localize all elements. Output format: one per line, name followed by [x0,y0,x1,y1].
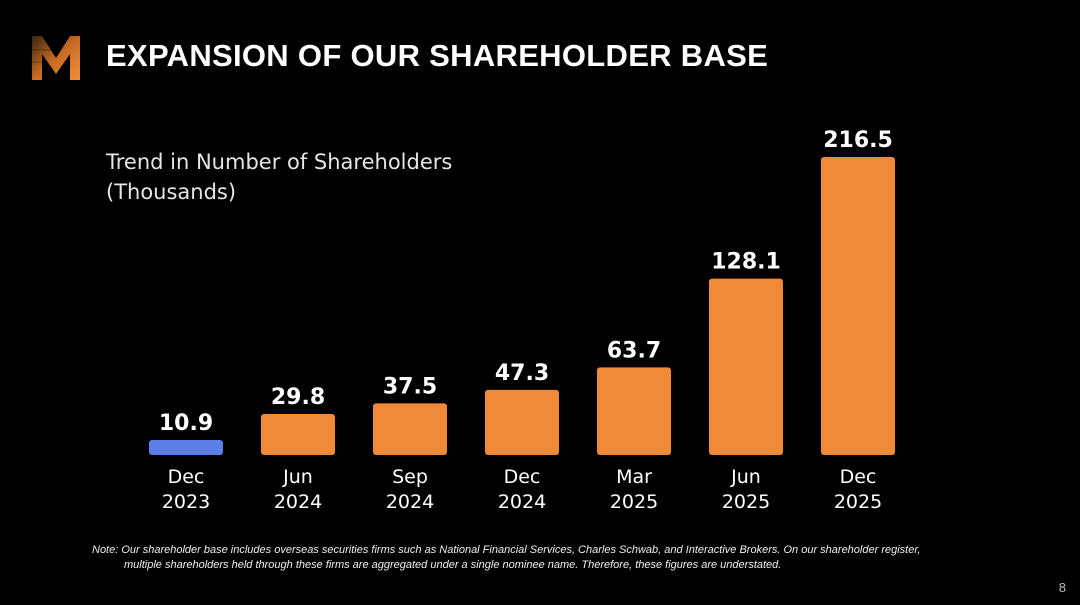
category-label-2-line1: Sep [392,466,428,488]
slide-title: EXPANSION OF OUR SHAREHOLDER BASE [106,38,769,73]
category-label-3-line1: Dec [504,466,541,488]
data-label-1: 29.8 [271,385,325,410]
m-logo-icon [32,36,80,80]
category-label-6-line2: 2025 [834,491,882,513]
data-label-4: 63.7 [607,338,661,363]
category-label-4-line1: Mar [616,466,652,488]
category-label-1-line2: 2024 [274,491,322,513]
chart-title-line1: Trend in Number of Shareholders [106,150,453,174]
data-label-5: 128.1 [711,250,781,275]
category-label-1-line1: Jun [282,466,313,488]
bar-5 [709,278,783,455]
category-label-5-line2: 2025 [722,491,770,513]
category-label-2-line2: 2024 [386,491,434,513]
footnote: Note: Our shareholder base includes over… [92,543,1042,573]
bar-4 [597,367,671,455]
page-number: 8 [1058,580,1066,595]
chart-title-line2: (Thousands) [106,180,237,204]
data-label-6: 216.5 [823,128,893,153]
bar-2 [373,403,447,455]
chart-title: Trend in Number of Shareholders (Thousan… [106,147,526,207]
category-label-4-line2: 2025 [610,491,658,513]
bar-6 [821,157,895,455]
bar-1 [261,413,335,455]
bar-3 [485,389,559,455]
category-label-6-line1: Dec [840,466,877,488]
category-label-0-line2: 2023 [162,491,210,513]
bar-0 [149,439,223,455]
category-label-0-line1: Dec [168,466,205,488]
category-label-3-line2: 2024 [498,491,546,513]
data-label-0: 10.9 [159,411,213,436]
data-label-2: 37.5 [383,374,437,399]
footnote-line1: Note: Our shareholder base includes over… [92,544,921,556]
data-label-3: 47.3 [495,361,549,386]
category-label-5-line1: Jun [730,466,761,488]
footnote-line2: multiple shareholders held through these… [124,559,782,571]
